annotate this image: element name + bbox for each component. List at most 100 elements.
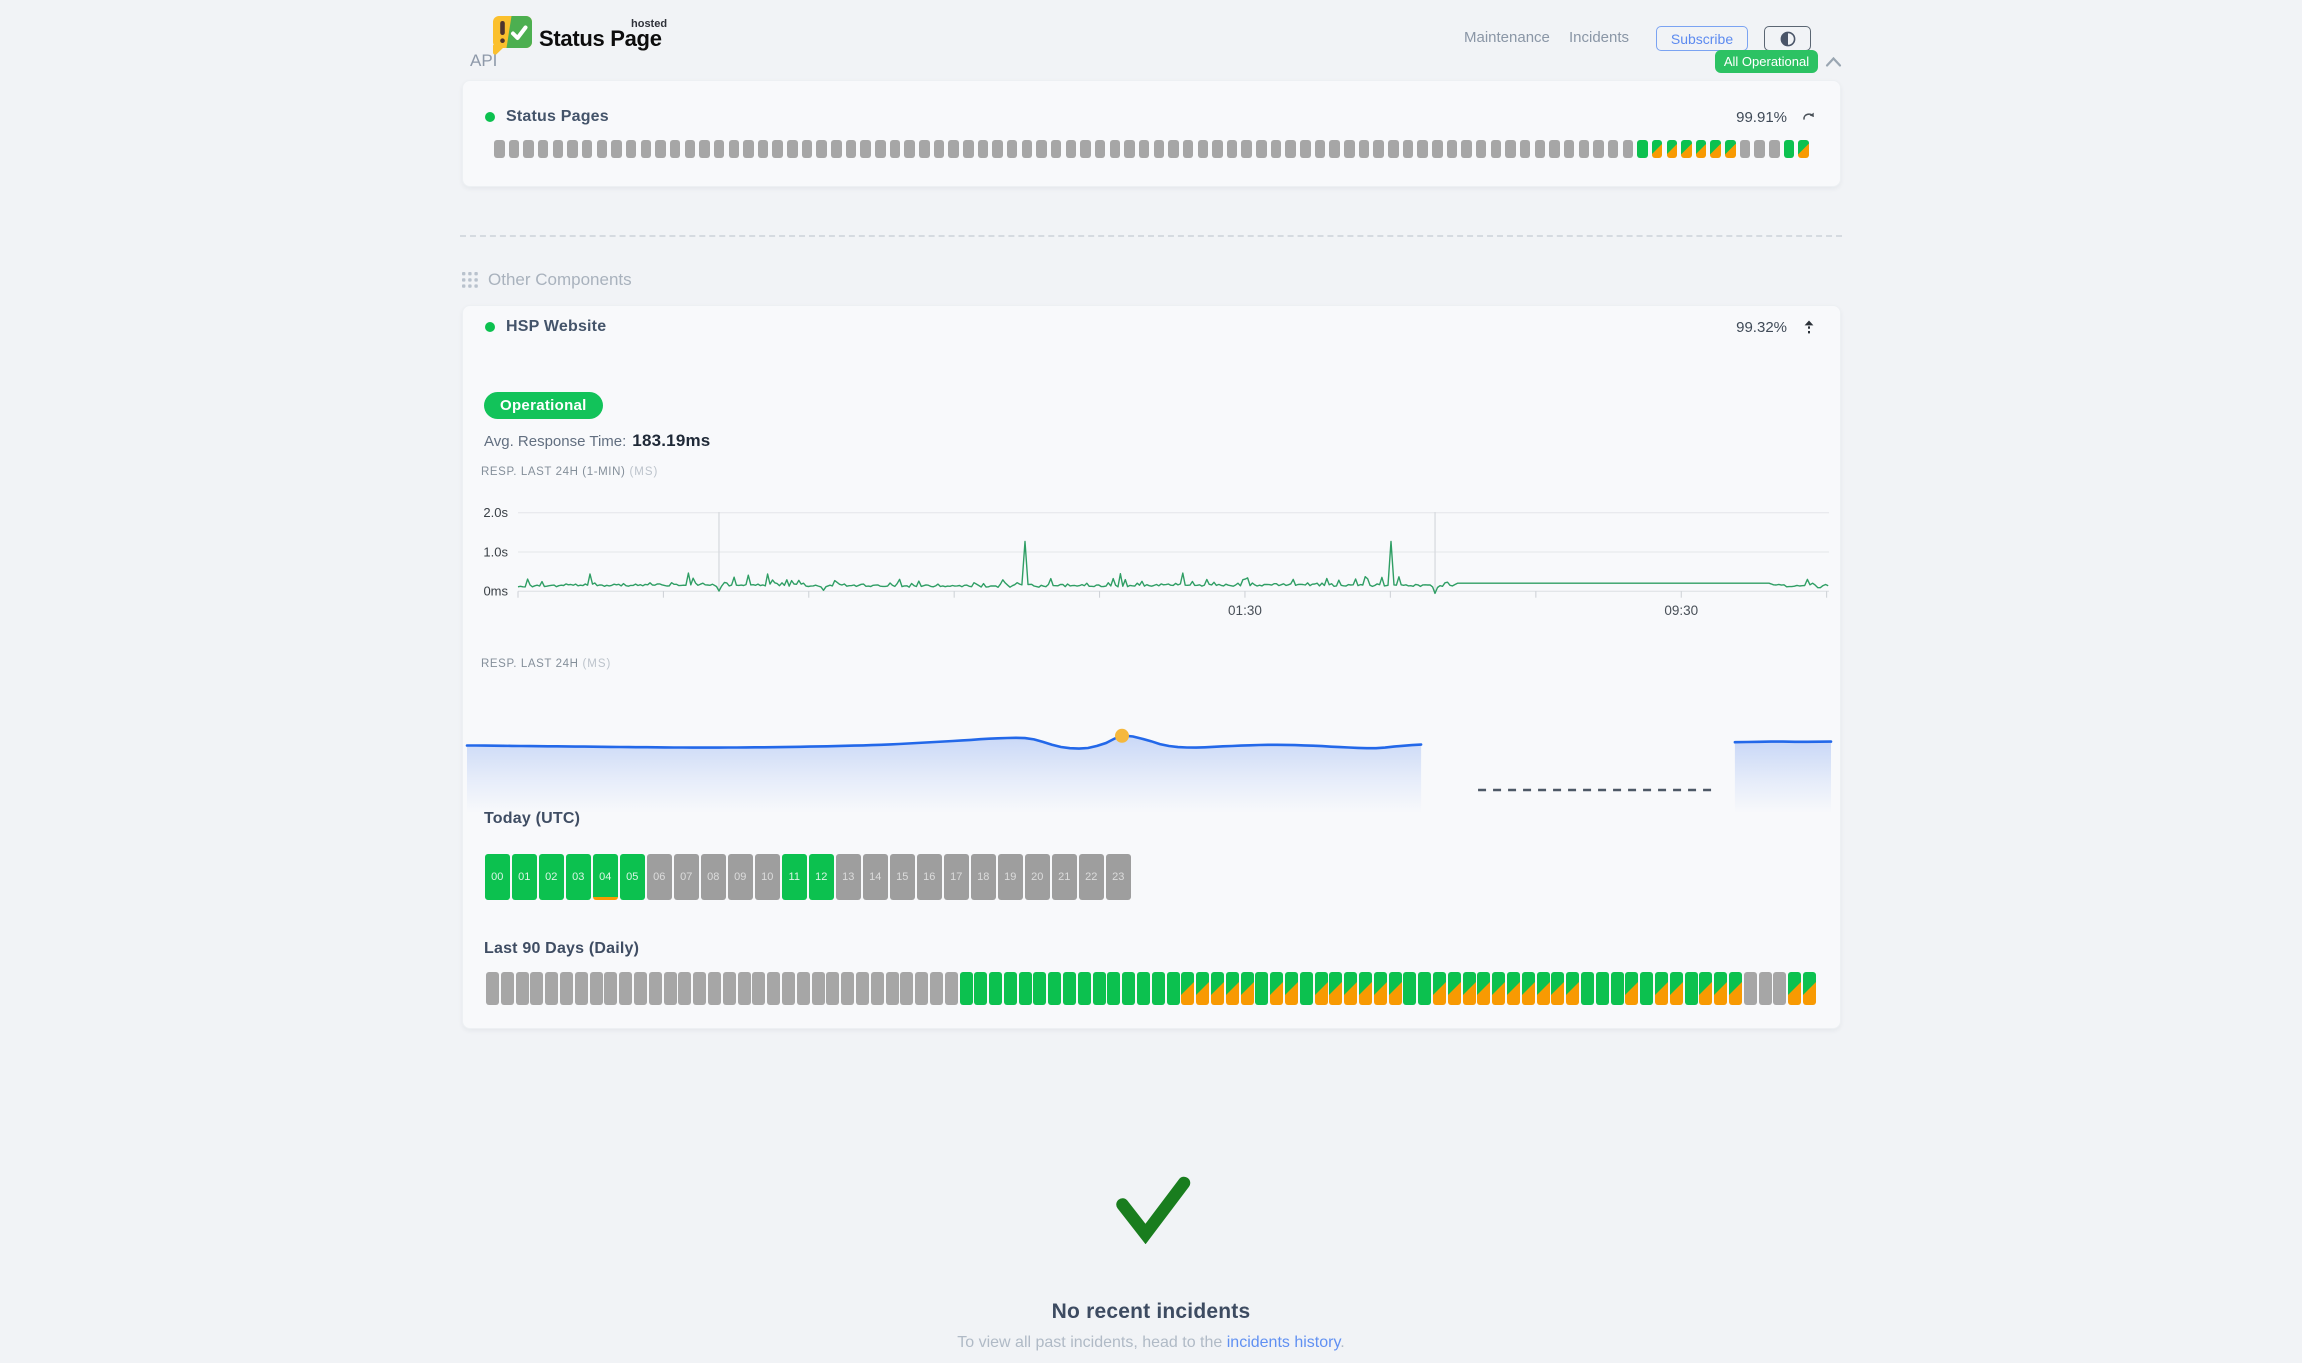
- uptime-bar-nodata: [845, 140, 857, 158]
- refresh-icon[interactable]: [1802, 110, 1816, 124]
- check-icon: [1116, 1176, 1191, 1244]
- day-block-up: [1048, 972, 1062, 1005]
- avg-response-value: 183.19ms: [632, 431, 711, 450]
- day-block-up: [959, 972, 973, 1005]
- day-block-nodata: [559, 972, 573, 1005]
- hour-block-18: 18: [971, 854, 996, 900]
- day-block-partial: [1536, 972, 1550, 1005]
- uptime-bar-nodata: [889, 140, 901, 158]
- day-block-up: [1107, 972, 1121, 1005]
- day-block-partial: [1344, 972, 1358, 1005]
- day-block-nodata: [1773, 972, 1787, 1005]
- nav-incidents[interactable]: Incidents: [1569, 29, 1630, 46]
- day-block-up: [1122, 972, 1136, 1005]
- uptime-bar-nodata: [1021, 140, 1033, 158]
- hour-block-15: 15: [890, 854, 915, 900]
- component-name: Status Pages: [506, 108, 609, 125]
- dashed-separator: [460, 235, 1842, 237]
- hour-block-14: 14: [863, 854, 888, 900]
- nav-maintenance[interactable]: Maintenance: [1464, 29, 1550, 46]
- subscribe-button[interactable]: Subscribe: [1656, 26, 1748, 51]
- today-hour-blocks: 00 01 02 03 04 05 06 07 08 09 10 11 12 13 14 15 16 17 18 19…: [485, 854, 1131, 900]
- uptime-bar-nodata: [816, 140, 827, 158]
- component-name: HSP Website: [506, 318, 607, 335]
- logo[interactable]: Status Page hosted: [492, 14, 667, 59]
- incidents-history-link[interactable]: incidents history: [1226, 1334, 1341, 1351]
- uptime-bar-nodata: [494, 140, 505, 158]
- uptime-bar-nodata: [699, 140, 710, 158]
- uptime-bar-nodata: [977, 140, 989, 158]
- day-block-partial: [1728, 972, 1742, 1005]
- uptime-bar-nodata: [508, 140, 520, 158]
- no-recent-incidents-subtitle: To view all past incidents, head to the …: [957, 1334, 1345, 1351]
- uptime-bar-nodata: [728, 140, 739, 158]
- uptime-bar-nodata: [1153, 140, 1165, 158]
- day-block-nodata: [545, 972, 559, 1005]
- uptime-bar-nodata: [669, 140, 681, 158]
- day-block-nodata: [678, 972, 692, 1005]
- uptime-bar-nodata: [567, 140, 578, 158]
- day-block-nodata: [796, 972, 810, 1005]
- day-block-partial: [1802, 972, 1816, 1005]
- day-block-nodata: [752, 972, 766, 1005]
- day-block-nodata: [1743, 972, 1757, 1005]
- hour-block-03: 03: [566, 854, 591, 900]
- hour-block-17: 17: [944, 854, 969, 900]
- component-card-status-pages: Status Pages 99.91%: [462, 80, 1841, 187]
- uptime-bar-nodata: [1739, 140, 1751, 158]
- day-block-up: [1151, 972, 1165, 1005]
- uptime-bar-nodata: [1182, 140, 1194, 158]
- uptime-bar-nodata: [1226, 140, 1238, 158]
- uptime-bar-nodata: [1519, 140, 1531, 158]
- uptime-bar-nodata: [1065, 140, 1077, 158]
- uptime-bar-nodata: [1549, 140, 1560, 158]
- uptime-bar-partial: [1710, 140, 1721, 158]
- last-90-days-label: Last 90 Days (Daily): [484, 940, 640, 957]
- uptime-bar-nodata: [1109, 140, 1121, 158]
- day-block-partial: [1433, 972, 1446, 1005]
- day-block-partial: [1477, 972, 1491, 1005]
- uptime-bar-nodata: [875, 140, 886, 158]
- grid-icon: [462, 271, 478, 288]
- component-row: HSP Website 99.32%: [485, 318, 1816, 336]
- day-block-nodata: [929, 972, 943, 1005]
- uptime-bar-nodata: [1475, 140, 1487, 158]
- uptime-bar-nodata: [1754, 140, 1765, 158]
- uptime-bar-partial: [1695, 140, 1707, 158]
- logo-title: Status Page: [539, 26, 662, 51]
- uptime-bar-nodata: [948, 140, 959, 158]
- uptime-bar-nodata: [963, 140, 974, 158]
- uptime-bar-nodata: [1490, 140, 1502, 158]
- day-block-partial: [1566, 972, 1580, 1005]
- x-tick-label: 01:30: [1228, 603, 1262, 618]
- day-block-up: [1299, 972, 1313, 1005]
- uptime-bar-nodata: [919, 140, 930, 158]
- marker-dot: [1114, 728, 1129, 743]
- uptime-bar-nodata: [1578, 140, 1590, 158]
- hour-block-16: 16: [917, 854, 942, 900]
- day-block-up: [1018, 972, 1032, 1005]
- day-block-up: [1595, 972, 1609, 1005]
- hour-block-06: 06: [647, 854, 672, 900]
- day-block-up: [1684, 972, 1698, 1005]
- day-block-up: [1640, 972, 1654, 1005]
- day-block-partial: [1285, 972, 1299, 1005]
- hour-block-07: 07: [674, 854, 699, 900]
- day-block-nodata: [486, 972, 499, 1005]
- uptime-percent: 99.32%: [1736, 318, 1787, 336]
- uptime-bar-nodata: [743, 140, 754, 158]
- last-90-day-blocks: [486, 972, 1817, 1005]
- theme-toggle-button[interactable]: [1764, 26, 1811, 51]
- uptime-bar-nodata: [1563, 140, 1575, 158]
- section-label-other-components: Other Components: [488, 270, 632, 289]
- day-block-nodata: [604, 972, 618, 1005]
- day-block-up: [974, 972, 988, 1005]
- chevron-up-icon[interactable]: [1825, 55, 1842, 68]
- uptime-bar-nodata: [1417, 140, 1428, 158]
- day-block-nodata: [693, 972, 707, 1005]
- uptime-bar-nodata: [1124, 140, 1135, 158]
- section-header-other-components: Other Components: [462, 270, 632, 290]
- chart1-label: RESP. LAST 24H (1-MIN) (MS): [481, 466, 659, 478]
- day-block-up: [1137, 972, 1151, 1005]
- avg-response-row: Avg. Response Time: 183.19ms: [484, 431, 710, 451]
